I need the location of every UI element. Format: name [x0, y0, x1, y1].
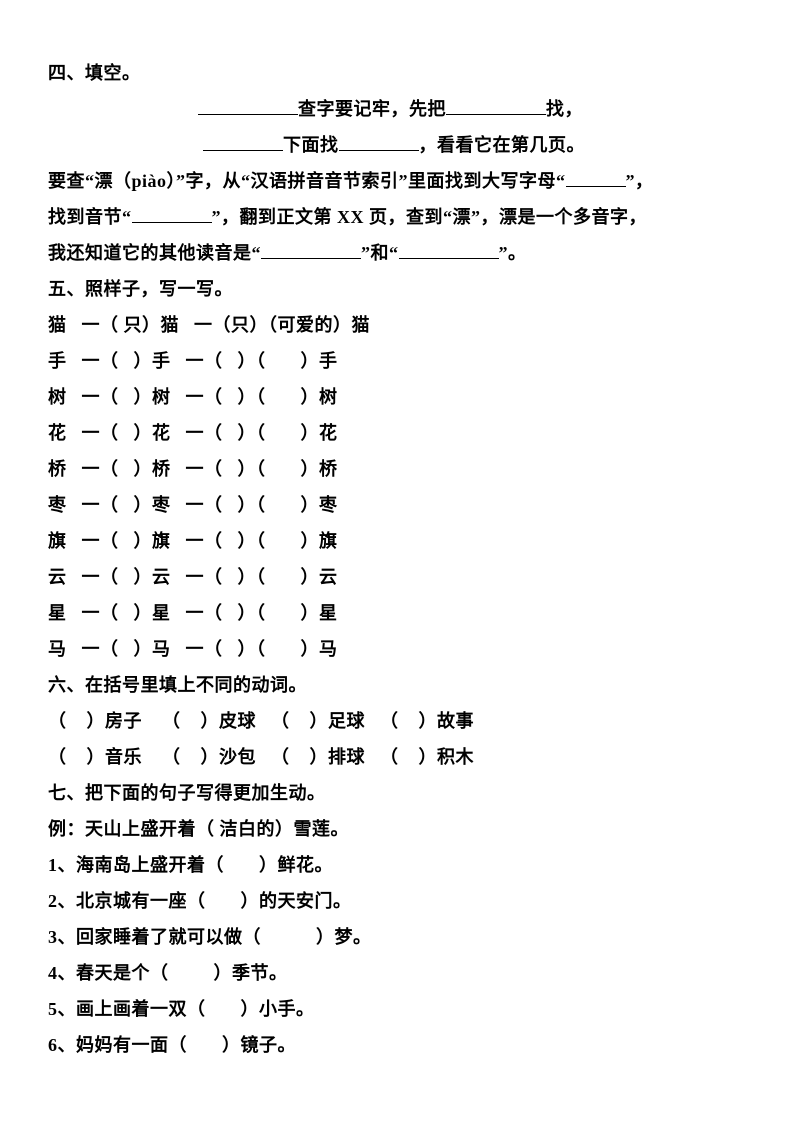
- section6-title: 六、在括号里填上不同的动词。: [48, 667, 745, 703]
- text: ，看看它在第几页。: [419, 135, 586, 155]
- section5-row[interactable]: 旗 一（ ）旗 一（ ）（ ）旗: [48, 523, 745, 559]
- blank[interactable]: [566, 170, 626, 187]
- section4-title: 四、填空。: [48, 55, 745, 91]
- section7-q3[interactable]: 3、回家睡着了就可以做（ ）梦。: [48, 919, 745, 955]
- text: ”和“: [361, 243, 399, 263]
- section5-row[interactable]: 马 一（ ）马 一（ ）（ ）马: [48, 631, 745, 667]
- text: 找，: [546, 99, 583, 119]
- section5-example: 猫 一（ 只）猫 一（只）（可爱的）猫: [48, 307, 745, 343]
- blank[interactable]: [132, 206, 212, 223]
- section7-q2[interactable]: 2、北京城有一座（ ）的天安门。: [48, 883, 745, 919]
- blank[interactable]: [399, 242, 499, 259]
- section4-line4: 找到音节“ ”，翻到正文第 XX 页，查到“漂”，漂是一个多音字，: [48, 199, 745, 235]
- section7-example: 例：天山上盛开着（ 洁白的）雪莲。: [48, 811, 745, 847]
- text: 下面找: [283, 135, 339, 155]
- section5-row[interactable]: 花 一（ ）花 一（ ）（ ）花: [48, 415, 745, 451]
- section4-line5: 我还知道它的其他读音是“ ”和“ ”。: [48, 235, 745, 271]
- section6-row2[interactable]: （ ）音乐 （ ）沙包 （ ）排球 （ ）积木: [48, 739, 745, 775]
- section7-title: 七、把下面的句子写得更加生动。: [48, 775, 745, 811]
- section5-row[interactable]: 树 一（ ）树 一（ ）（ ）树: [48, 379, 745, 415]
- section5-row[interactable]: 桥 一（ ）桥 一（ ）（ ）桥: [48, 451, 745, 487]
- blank[interactable]: [203, 134, 283, 151]
- section4-line3: 要查“漂（piào）”字，从“汉语拼音音节索引”里面找到大写字母“ ”，: [48, 163, 745, 199]
- blank[interactable]: [446, 98, 546, 115]
- text: 查字要记牢，先把: [298, 99, 446, 119]
- section6-row1[interactable]: （ ）房子 （ ）皮球 （ ）足球 （ ）故事: [48, 703, 745, 739]
- text: ”，: [626, 171, 654, 191]
- text: 要查“漂（piào）”字，从“汉语拼音音节索引”里面找到大写字母“: [48, 171, 566, 191]
- text: ”，翻到正文第 XX 页，查到“漂”，漂是一个多音字，: [212, 207, 648, 227]
- blank[interactable]: [339, 134, 419, 151]
- worksheet-page: 四、填空。 查字要记牢，先把 找， 下面找 ，看看它在第几页。 要查“漂（piào）…: [0, 0, 793, 1122]
- text: 找到音节“: [48, 207, 132, 227]
- section7-q6[interactable]: 6、妈妈有一面（ ）镜子。: [48, 1027, 745, 1063]
- section7-q4[interactable]: 4、春天是个（ ）季节。: [48, 955, 745, 991]
- section7-q5[interactable]: 5、画上画着一双（ ）小手。: [48, 991, 745, 1027]
- text: ”。: [499, 243, 527, 263]
- section5-row[interactable]: 枣 一（ ）枣 一（ ）（ ）枣: [48, 487, 745, 523]
- section4-line1: 查字要记牢，先把 找，: [48, 91, 745, 127]
- section5-row[interactable]: 云 一（ ）云 一（ ）（ ）云: [48, 559, 745, 595]
- blank[interactable]: [198, 98, 298, 115]
- section5-row[interactable]: 手 一（ ）手 一（ ）（ ）手: [48, 343, 745, 379]
- section7-q1[interactable]: 1、海南岛上盛开着（ ）鲜花。: [48, 847, 745, 883]
- section4-line2: 下面找 ，看看它在第几页。: [48, 127, 745, 163]
- text: 我还知道它的其他读音是“: [48, 243, 261, 263]
- section5-title: 五、照样子，写一写。: [48, 271, 745, 307]
- blank[interactable]: [261, 242, 361, 259]
- section5-row[interactable]: 星 一（ ）星 一（ ）（ ）星: [48, 595, 745, 631]
